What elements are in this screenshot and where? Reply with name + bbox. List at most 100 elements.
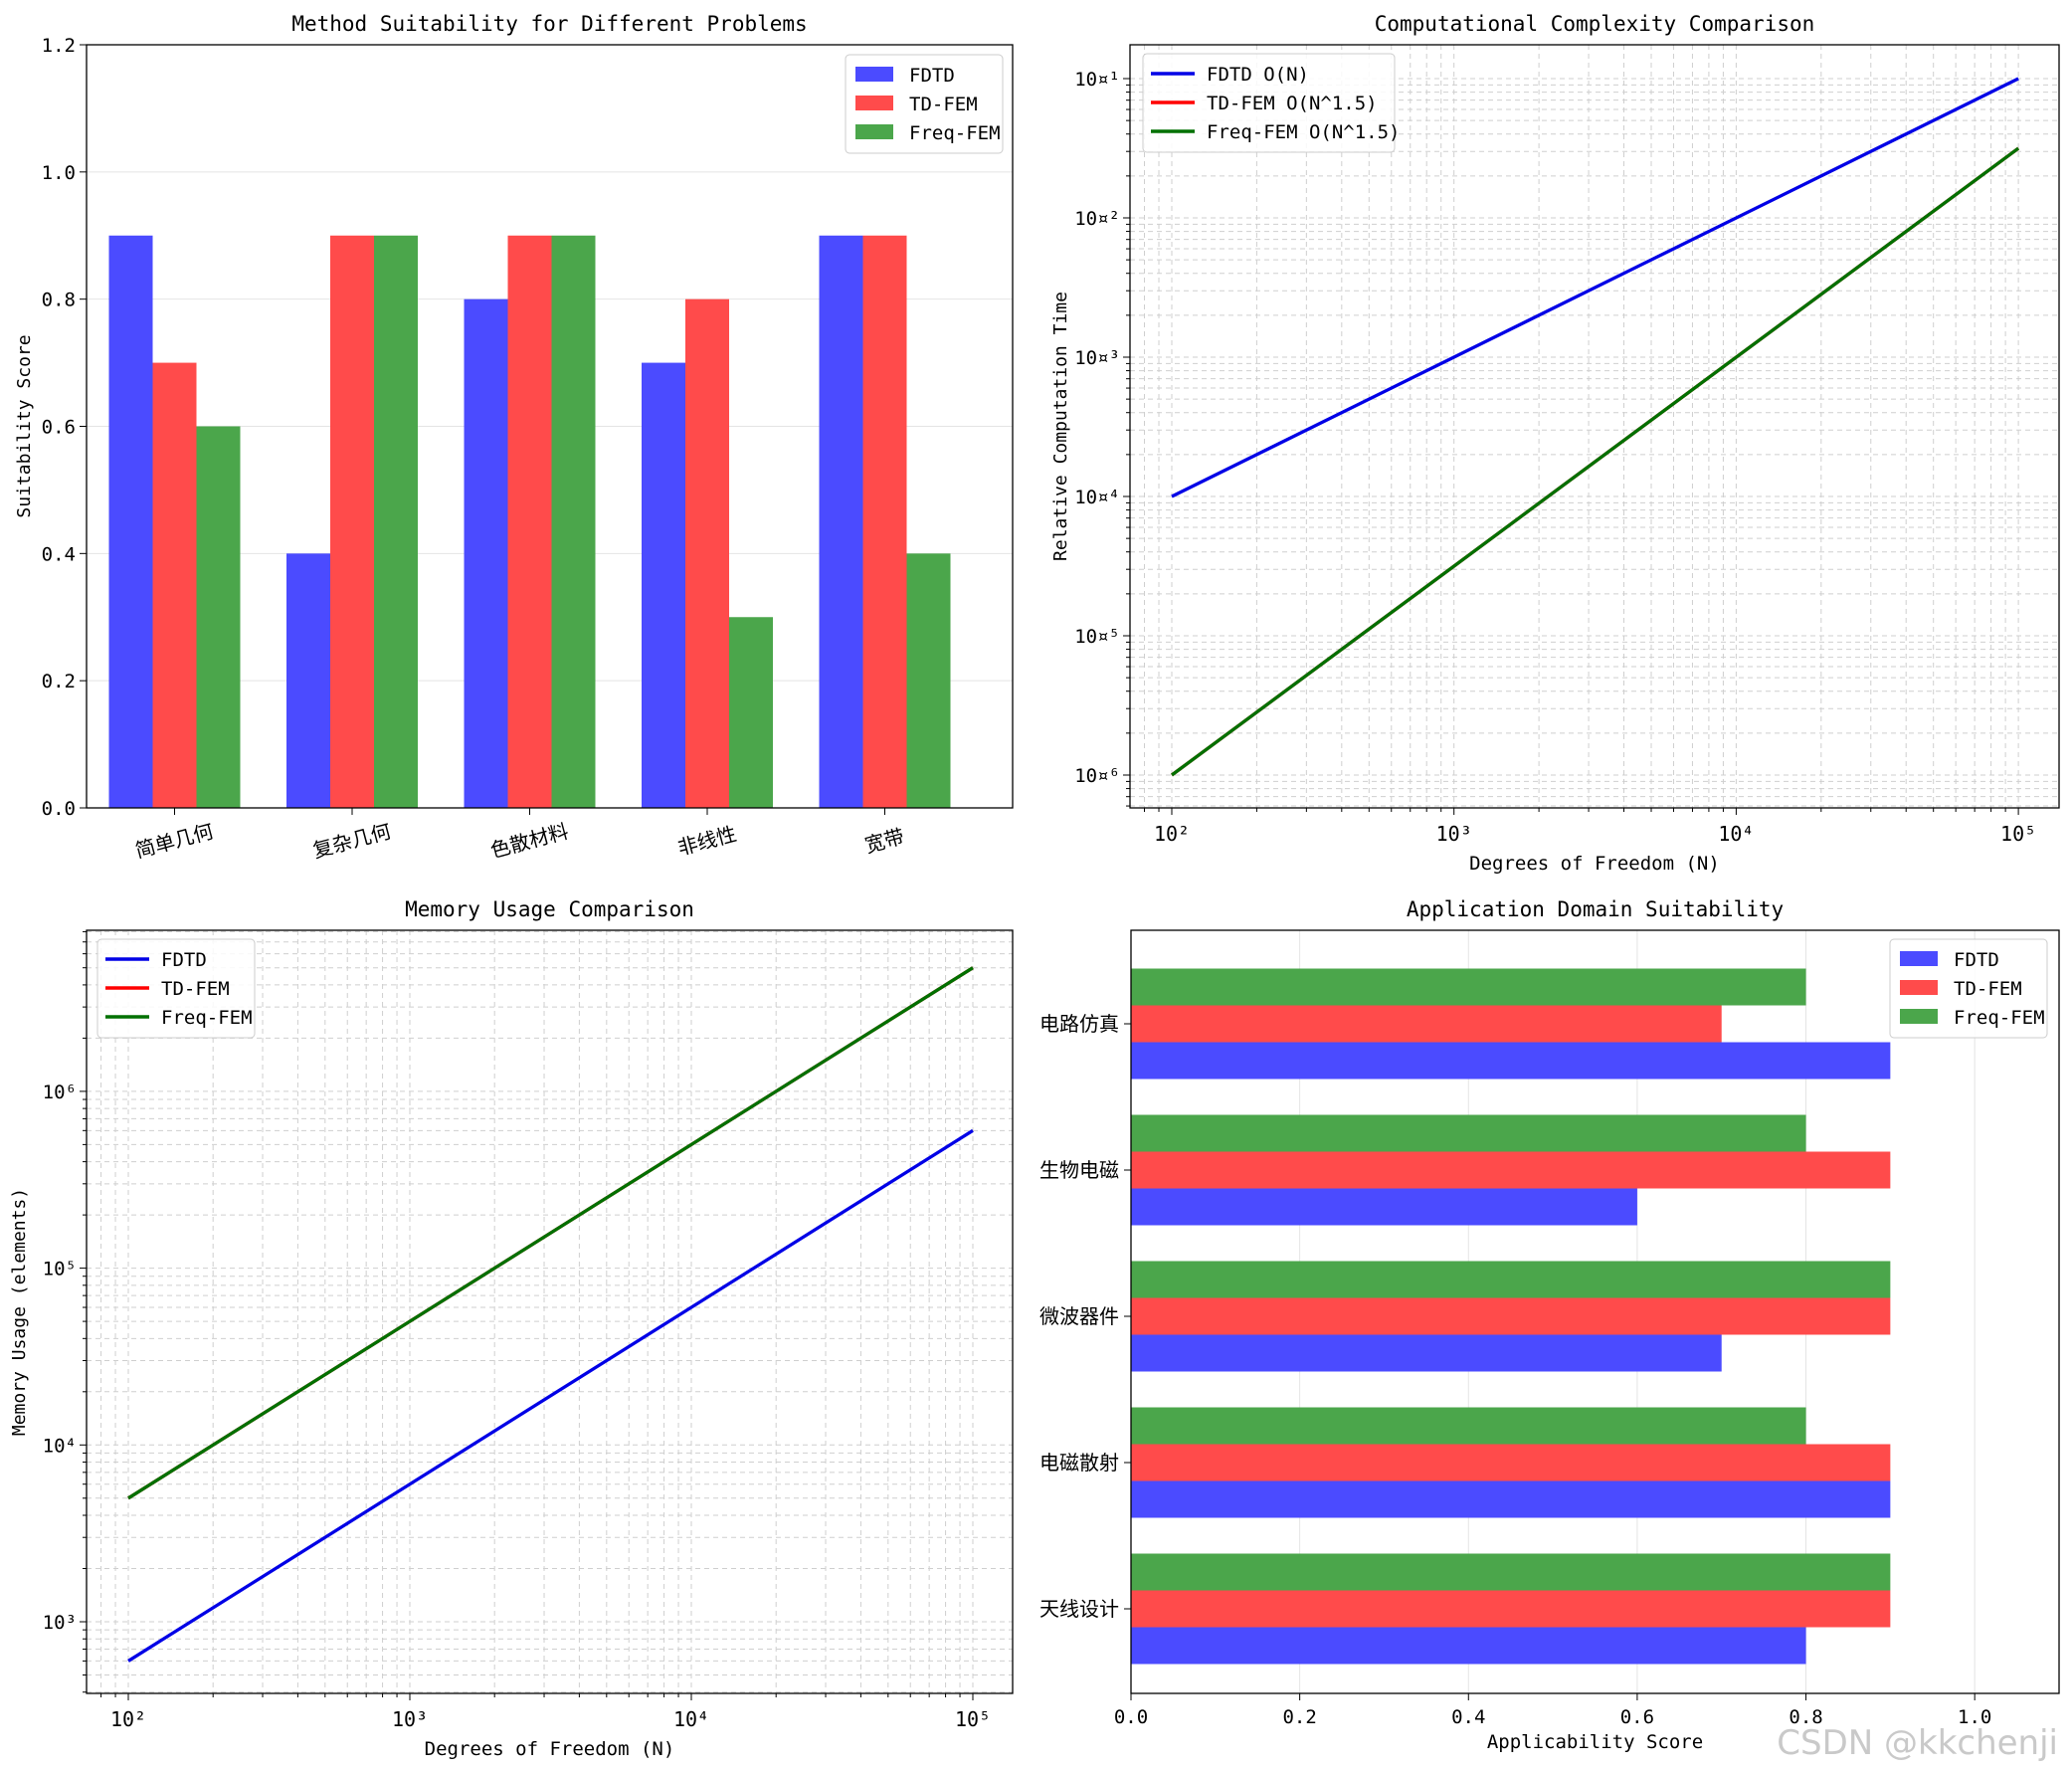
legend-label-2-1: TD-FEM (161, 978, 230, 1000)
legend-swatch-3-2 (1900, 1009, 1938, 1024)
axes-frame-3 (1130, 929, 2060, 1694)
bar-fdtd-0 (108, 235, 153, 808)
bar-fdtd-3 (642, 362, 685, 808)
hbar-td-fem-2 (1131, 1297, 1891, 1335)
x-tick-label: 1.0 (1958, 1706, 1991, 1728)
hbar-freq-fem-0 (1131, 1553, 1891, 1591)
series-line-0 (1171, 77, 2019, 498)
x-tick-label: 0.6 (1620, 1706, 1654, 1728)
x-tick-label: 0.2 (1282, 1706, 1316, 1728)
bar-freq-fem-1 (374, 235, 418, 808)
y-tick-label: 10¤⁶ (1074, 765, 1120, 787)
legend-label-1-0: FDTD O(N) (1207, 64, 1309, 86)
watermark: CSDN @kkchenji (1777, 1723, 2058, 1763)
y-tick-label: 0.4 (42, 543, 76, 565)
axes-frame-1 (1129, 44, 2060, 809)
legend-label-3-2: Freq-FEM (1954, 1007, 2045, 1029)
y-tick-label: 0.2 (42, 671, 76, 692)
hbar-fdtd-0 (1131, 1627, 1806, 1665)
y-tick-label: 0.6 (42, 417, 76, 439)
x-tick-label: 0.4 (1451, 1706, 1485, 1728)
chart-title-3: Application Domain Suitability (1407, 897, 1784, 921)
chart-memory-usage: 10² 10³ 10⁴ 10⁵ 10³ 10⁴ 10⁵ 10⁶ Memory Usage Com… (9, 897, 1014, 1760)
series-line-0 (127, 1128, 974, 1663)
x-tick-label: 10⁴ (1718, 822, 1754, 846)
x-tick-label: 色散材料 (487, 819, 570, 863)
y-tick-label: 电磁散射 (1039, 1451, 1119, 1475)
y-tick-label: 10¤² (1074, 208, 1120, 230)
y-tick-label: 天线设计 (1039, 1597, 1119, 1621)
legend-box-1 (1142, 53, 1396, 153)
y-tick-label: 0.0 (42, 798, 76, 820)
bar-freq-fem-0 (196, 426, 241, 808)
y-tick-label: 1.0 (42, 162, 76, 184)
axes-frame-2 (86, 929, 1014, 1694)
hbar-freq-fem-4 (1131, 968, 1806, 1006)
y-tick-label: 10⁶ (43, 1082, 77, 1103)
y-tick-label: 微波器件 (1039, 1304, 1119, 1328)
y-tick-label: 10³ (43, 1612, 77, 1634)
chart-title-0: Method Suitability for Different Problem… (291, 12, 807, 36)
hbar-fdtd-4 (1131, 1042, 1891, 1080)
bar-td-fem-3 (685, 298, 729, 808)
x-tick-label: 复杂几何 (310, 819, 393, 863)
legend-label-0-0: FDTD (909, 65, 955, 87)
chart-title-1: Computational Complexity Comparison (1375, 12, 1815, 36)
legend-swatch-0-0 (855, 67, 893, 82)
x-tick-label: 非线性 (675, 822, 739, 861)
y-tick-label: 0.8 (42, 290, 76, 311)
x-tick-label: 10⁵ (2000, 822, 2036, 846)
chart-application-domain: 0.0 0.2 0.4 0.6 0.8 1.0 天线设计 电磁散射 微波器件 生物电磁 电路仿真 Ap… (1039, 897, 2060, 1753)
hbar-freq-fem-2 (1131, 1261, 1891, 1298)
x-axis-label: Applicability Score (1487, 1731, 1703, 1753)
hbar-td-fem-4 (1131, 1005, 1722, 1043)
bar-td-fem-1 (330, 235, 374, 808)
series-line-2 (127, 966, 974, 1500)
y-tick-label: 10¤¹ (1074, 69, 1120, 91)
x-tick-label: 10³ (1436, 822, 1472, 846)
y-tick-label: 10¤³ (1074, 347, 1120, 369)
hbar-fdtd-2 (1131, 1334, 1722, 1372)
hbar-td-fem-0 (1131, 1590, 1891, 1628)
bar-fdtd-2 (464, 298, 508, 808)
legend-swatch-0-1 (855, 96, 893, 110)
bar-fdtd-1 (286, 553, 330, 808)
x-tick-label: 10⁵ (955, 1707, 991, 1731)
chart-computational-complexity: 10² 10³ 10⁴ 10⁵ 10¤¹ 10¤² 10¤³ 10¤⁴ 10¤⁵ 10¤⁶ Comp… (1050, 12, 2060, 875)
bar-freq-fem-4 (906, 553, 951, 808)
hbar-fdtd-3 (1131, 1188, 1637, 1226)
x-tick-label: 10⁴ (673, 1707, 709, 1731)
hbar-td-fem-3 (1131, 1151, 1891, 1189)
bar-td-fem-4 (862, 235, 907, 808)
legend-label-2-0: FDTD (161, 949, 207, 971)
y-tick-label: 10¤⁵ (1074, 626, 1120, 648)
y-tick-label: 10⁴ (43, 1435, 77, 1457)
y-axis-label: Memory Usage (elements) (9, 1188, 30, 1436)
x-tick-label: 10² (110, 1707, 146, 1731)
chart-method-suitability: 0.0 0.2 0.4 0.6 0.8 1.0 1.2 简单几何 复杂几何 色散材料 非线性 宽带 Me… (14, 12, 1014, 863)
x-tick-label: 0.8 (1789, 1706, 1822, 1728)
hbar-freq-fem-1 (1131, 1407, 1806, 1445)
x-tick-label: 10² (1154, 822, 1190, 846)
legend-label-1-1: TD-FEM O(N^1.5) (1207, 93, 1378, 114)
x-axis-label: Degrees of Freedom (N) (425, 1738, 675, 1760)
legend-swatch-3-1 (1900, 980, 1938, 995)
y-tick-label: 10⁵ (43, 1259, 77, 1280)
bar-td-fem-2 (507, 235, 552, 808)
legend-label-0-1: TD-FEM (909, 94, 978, 115)
x-tick-label: 宽带 (862, 824, 907, 858)
x-tick-label: 0.0 (1114, 1706, 1148, 1728)
y-axis-label: Suitability Score (14, 334, 35, 517)
y-axis-label: Relative Computation Time (1050, 292, 1071, 561)
x-axis-label: Degrees of Freedom (N) (1469, 853, 1720, 875)
legend-swatch-0-2 (855, 124, 893, 139)
bar-td-fem-0 (152, 362, 197, 808)
legend-swatch-3-0 (1900, 951, 1938, 966)
bar-freq-fem-3 (729, 617, 773, 808)
legend-label-3-1: TD-FEM (1954, 978, 2022, 1000)
axes-frame-0 (86, 44, 1014, 809)
legend-label-3-0: FDTD (1954, 949, 1999, 971)
legend-label-2-2: Freq-FEM (161, 1007, 253, 1029)
series-line-2 (1171, 146, 2020, 777)
